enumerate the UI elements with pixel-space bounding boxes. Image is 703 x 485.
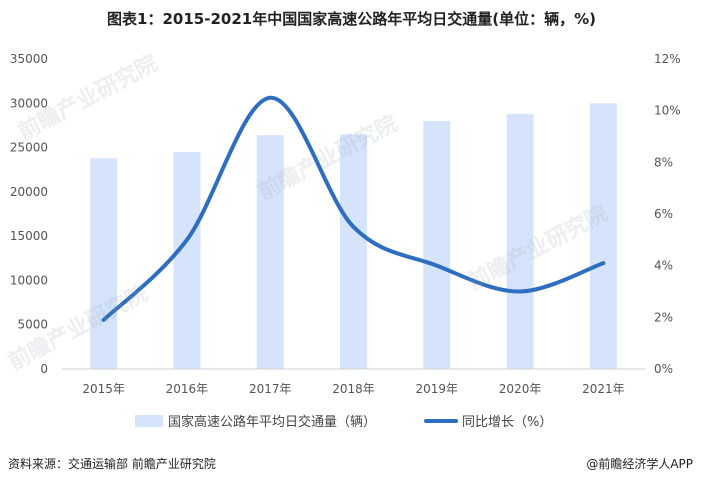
y-left-tick-label: 30000 bbox=[10, 96, 48, 110]
y-right-tick-label: 2% bbox=[654, 310, 673, 324]
x-tick-label: 2017年 bbox=[249, 382, 292, 396]
chart-title: 图表1：2015-2021年中国国家高速公路年平均日交通量(单位：辆，%) bbox=[107, 10, 596, 28]
source-note: 资料来源：交通运输部 前瞻产业研究院 bbox=[8, 457, 216, 471]
y-right-tick-label: 12% bbox=[654, 52, 681, 66]
y-right-tick-label: 10% bbox=[654, 104, 681, 118]
bar bbox=[589, 103, 617, 370]
legend-label-line: 同比增长（%） bbox=[462, 415, 552, 430]
x-tick-label: 2020年 bbox=[499, 382, 542, 396]
y-left-tick-label: 0 bbox=[40, 362, 48, 376]
y-left-tick-label: 15000 bbox=[10, 229, 48, 243]
x-tick-label: 2015年 bbox=[82, 382, 125, 396]
x-tick-label: 2021年 bbox=[582, 382, 625, 396]
y-left-tick-label: 20000 bbox=[10, 185, 48, 199]
x-tick-label: 2019年 bbox=[416, 382, 459, 396]
bar bbox=[90, 158, 118, 369]
y-left-tick-label: 35000 bbox=[10, 52, 48, 66]
bar bbox=[173, 152, 201, 369]
legend-label-bar: 国家高速公路年平均日交通量（辆） bbox=[168, 414, 376, 430]
y-left-tick-label: 25000 bbox=[10, 141, 48, 155]
y-right-tick-label: 0% bbox=[654, 362, 673, 376]
x-tick-label: 2016年 bbox=[166, 382, 209, 396]
y-right-tick-label: 4% bbox=[654, 259, 673, 273]
growth-line bbox=[101, 95, 606, 322]
y-right-tick-label: 6% bbox=[654, 207, 673, 221]
y-left-tick-label: 10000 bbox=[10, 273, 48, 287]
legend-swatch-bar bbox=[135, 415, 163, 427]
bar bbox=[340, 134, 367, 369]
bar bbox=[506, 113, 534, 370]
x-tick-label: 2018年 bbox=[332, 382, 375, 396]
y-right-tick-label: 8% bbox=[654, 155, 673, 169]
bar bbox=[423, 121, 451, 369]
bar bbox=[256, 135, 284, 369]
brand-note: @前瞻经济学人APP bbox=[586, 457, 693, 471]
y-left-tick-label: 5000 bbox=[17, 318, 48, 332]
